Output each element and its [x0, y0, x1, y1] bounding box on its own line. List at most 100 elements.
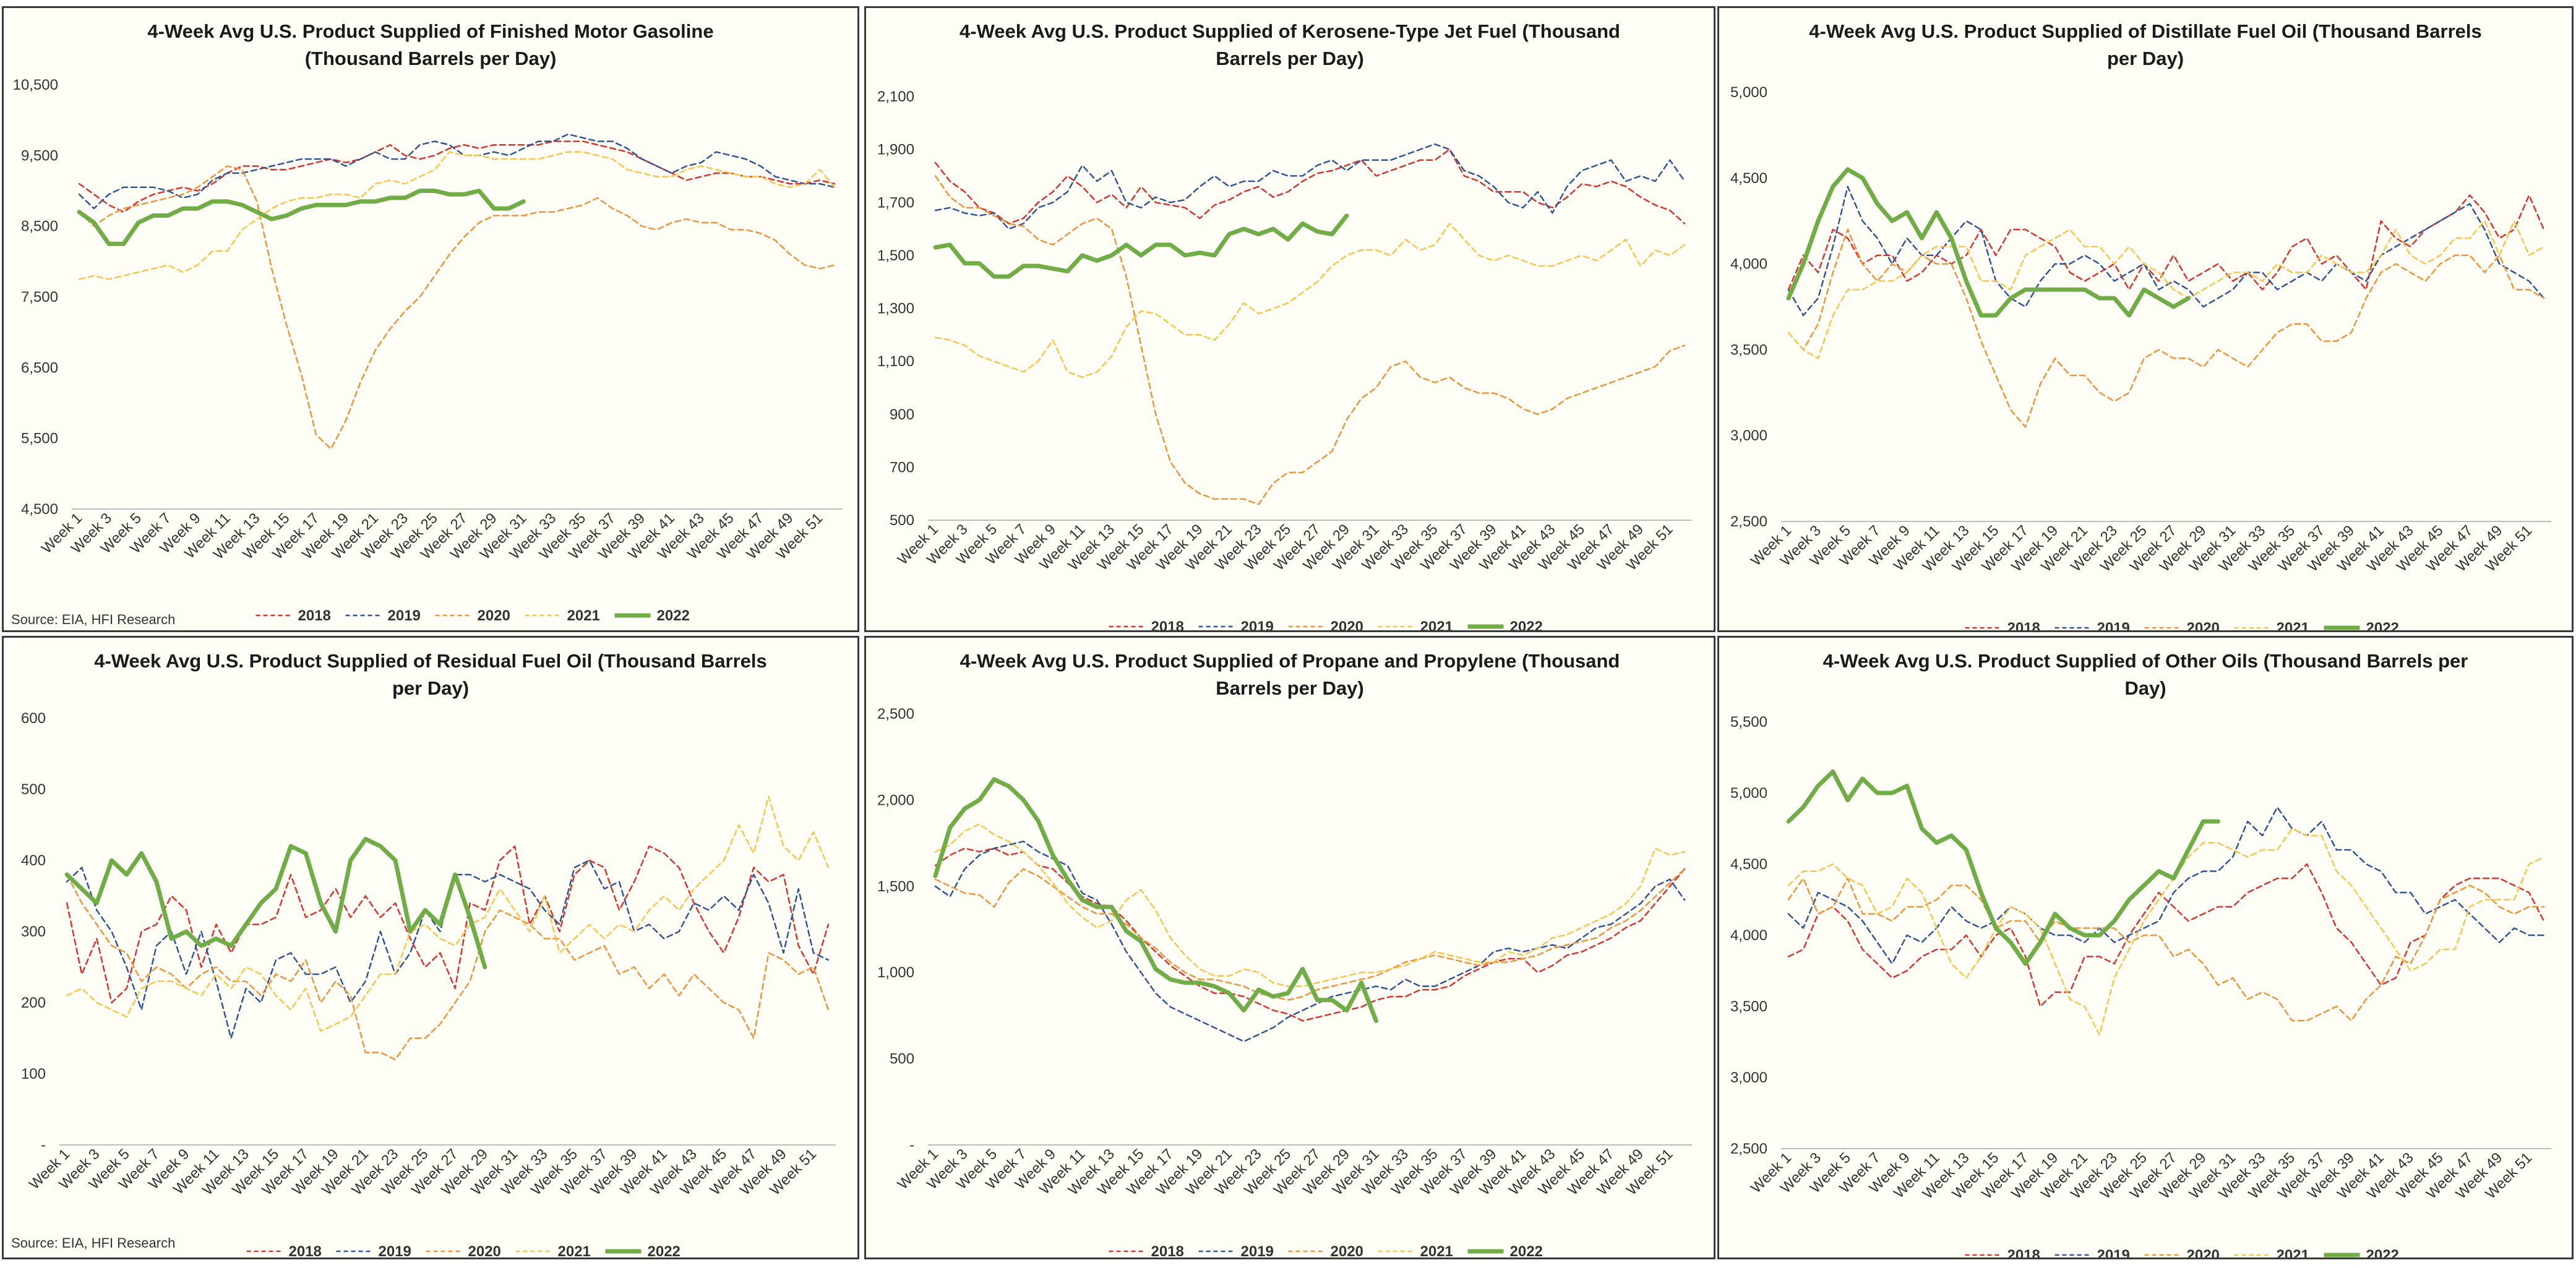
y-tick-label: 700: [890, 459, 914, 476]
y-tick-label: 1,500: [877, 878, 914, 895]
y-tick-label: 500: [890, 1051, 914, 1068]
legend-label-2019: 2019: [1241, 619, 1274, 630]
chart-svg-other-oils: 4-Week Avg U.S. Product Supplied of Othe…: [1730, 650, 2551, 1257]
y-tick-label: 8,500: [21, 218, 58, 235]
y-tick-label: 5,000: [1730, 785, 1767, 802]
chart-panel-other-oils: 4-Week Avg U.S. Product Supplied of Othe…: [1717, 636, 2574, 1259]
y-tick-label: 1,300: [877, 301, 914, 317]
chart-panel-propane: 4-Week Avg U.S. Product Supplied of Prop…: [864, 636, 1715, 1259]
series-line-2019: [934, 841, 1686, 1042]
series-line-2022: [64, 837, 487, 969]
legend-label-2022: 2022: [648, 1243, 680, 1257]
series-line-2020: [66, 873, 830, 1061]
y-tick-label: 3,500: [1730, 341, 1767, 358]
legend-label-2022: 2022: [2366, 1247, 2399, 1257]
series-line-2021: [78, 151, 836, 280]
y-tick-label: -: [909, 1137, 914, 1154]
series-line-2020: [1787, 877, 2545, 1022]
series-line-2019: [1787, 806, 2545, 965]
legend-label-2018: 2018: [1151, 619, 1184, 630]
series-line-2021: [934, 223, 1686, 379]
legend-label-2018: 2018: [298, 607, 331, 624]
y-tick-label: 5,500: [1730, 714, 1767, 730]
source-note: Source: EIA, HFI Research: [11, 1235, 176, 1251]
chart-panel-residual: 4-Week Avg U.S. Product Supplied of Resi…: [2, 636, 859, 1259]
chart-title-line: 4-Week Avg U.S. Product Supplied of Kero…: [960, 20, 1620, 42]
chart-svg-gasoline: 4-Week Avg U.S. Product Supplied of Fini…: [13, 20, 842, 624]
series-line-2021: [1787, 828, 2545, 1036]
legend-label-2022: 2022: [2366, 620, 2399, 630]
chart-title-line: (Thousand Barrels per Day): [305, 48, 557, 69]
y-tick-label: 600: [21, 710, 46, 727]
chart-title-line: per Day): [2107, 48, 2184, 69]
chart-title-line: 4-Week Avg U.S. Product Supplied of Dist…: [1809, 20, 2481, 42]
y-tick-label: 1,700: [877, 194, 914, 211]
legend-label-2019: 2019: [379, 1243, 411, 1257]
y-tick-label: 2,500: [1730, 1141, 1767, 1157]
series-line-2021: [1787, 220, 2545, 359]
y-tick-label: 1,500: [877, 247, 914, 264]
y-tick-label: 2,100: [877, 88, 914, 105]
y-tick-label: 4,500: [1730, 170, 1767, 187]
y-tick-label: 3,500: [1730, 998, 1767, 1015]
series-line-2019: [66, 859, 830, 1039]
chart-svg-distillate: 4-Week Avg U.S. Product Supplied of Dist…: [1730, 20, 2551, 630]
legend-label-2018: 2018: [2007, 620, 2040, 630]
chart-title-line: 4-Week Avg U.S. Product Supplied of Fini…: [147, 20, 713, 42]
chart-panel-jet-fuel: 4-Week Avg U.S. Product Supplied of Kero…: [864, 6, 1715, 632]
y-tick-label: 500: [21, 781, 46, 798]
chart-panel-gasoline: 4-Week Avg U.S. Product Supplied of Fini…: [2, 6, 859, 632]
legend-label-2021: 2021: [2277, 1247, 2309, 1257]
chart-svg-jet-fuel: 4-Week Avg U.S. Product Supplied of Kero…: [877, 20, 1692, 630]
series-line-2022: [933, 213, 1349, 279]
chart-title-line: Barrels per Day): [1216, 677, 1364, 699]
legend-label-2018: 2018: [1151, 1243, 1184, 1257]
legend-label-2019: 2019: [1241, 1243, 1274, 1257]
legend-label-2021: 2021: [1420, 619, 1453, 630]
chart-title-line: 4-Week Avg U.S. Product Supplied of Othe…: [1823, 650, 2468, 672]
legend-label-2018: 2018: [2007, 1247, 2040, 1257]
y-tick-label: 2,000: [877, 792, 914, 808]
y-tick-label: 100: [21, 1066, 46, 1082]
legend-label-2021: 2021: [558, 1243, 591, 1257]
legend-label-2020: 2020: [1331, 619, 1363, 630]
series-line-2020: [78, 165, 836, 450]
series-line-2018: [1787, 194, 2545, 291]
y-tick-label: 500: [890, 512, 914, 529]
y-tick-label: 4,000: [1730, 256, 1767, 273]
series-line-2020: [934, 868, 1686, 1001]
series-line-2018: [1787, 863, 2545, 1008]
series-line-2019: [1787, 186, 2545, 317]
y-tick-label: 1,000: [877, 964, 914, 981]
series-line-2022: [1786, 769, 2220, 966]
y-tick-label: 4,500: [1730, 856, 1767, 873]
series-line-2021: [66, 795, 830, 1032]
y-tick-label: 2,500: [877, 706, 914, 722]
chart-panel-distillate: 4-Week Avg U.S. Product Supplied of Dist…: [1717, 6, 2574, 632]
y-tick-label: 7,500: [21, 289, 58, 306]
series-line-2018: [78, 140, 836, 213]
chart-svg-residual: 4-Week Avg U.S. Product Supplied of Resi…: [21, 650, 836, 1257]
legend-label-2020: 2020: [2187, 1247, 2220, 1257]
y-tick-label: 3,000: [1730, 1069, 1767, 1086]
legend-label-2018: 2018: [289, 1243, 322, 1257]
legend-label-2022: 2022: [1510, 619, 1543, 630]
y-tick-label: 5,000: [1730, 84, 1767, 101]
series-line-2018: [934, 847, 1686, 1022]
legend-label-2020: 2020: [1331, 1243, 1363, 1257]
legend-label-2022: 2022: [1510, 1243, 1543, 1257]
chart-svg-propane: 4-Week Avg U.S. Product Supplied of Prop…: [877, 650, 1692, 1257]
series-line-2020: [934, 175, 1686, 505]
legend-label-2021: 2021: [2277, 620, 2309, 630]
y-tick-label: 200: [21, 995, 46, 1011]
y-tick-label: 10,500: [13, 77, 58, 93]
series-line-2022: [933, 777, 1378, 1023]
series-line-2019: [934, 143, 1686, 230]
y-tick-label: 300: [21, 923, 46, 940]
chart-title-line: 4-Week Avg U.S. Product Supplied of Prop…: [960, 650, 1620, 672]
series-line-2018: [934, 148, 1686, 225]
source-note: Source: EIA, HFI Research: [11, 612, 176, 627]
y-tick-label: 1,100: [877, 353, 914, 370]
legend-label-2021: 2021: [1420, 1243, 1453, 1257]
chart-title-line: Barrels per Day): [1216, 48, 1364, 69]
